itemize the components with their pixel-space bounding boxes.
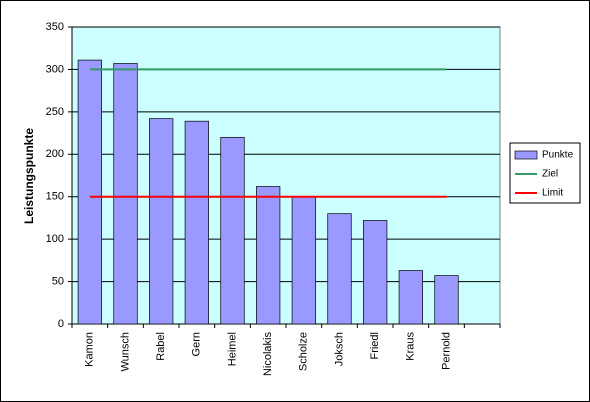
y-tick-label: 200	[46, 148, 64, 160]
bar	[220, 136, 245, 325]
legend-label: Ziel	[542, 169, 558, 180]
bar	[363, 220, 388, 325]
x-tick-label: Kraus	[405, 332, 417, 361]
y-tick-label: 50	[52, 275, 64, 287]
bar	[434, 275, 459, 325]
y-tick-label: 0	[58, 318, 64, 330]
legend-swatch	[514, 150, 538, 160]
x-tick-label: Wunsch	[119, 332, 131, 372]
plot-area	[71, 26, 501, 325]
bar	[398, 270, 423, 325]
legend-label: Limit	[542, 188, 563, 199]
bar	[77, 59, 102, 325]
bar	[256, 186, 281, 325]
x-tick-label: Joksch	[333, 332, 345, 366]
x-tick-label: Gern	[191, 332, 203, 356]
y-tick-label: 250	[46, 106, 64, 118]
x-tick-label: Rabel	[155, 332, 167, 361]
x-tick-label: Nicolakis	[262, 332, 274, 377]
bar	[113, 63, 138, 325]
x-tick-label: Heimel	[226, 332, 238, 366]
bar	[291, 196, 316, 325]
y-tick-label: 300	[46, 63, 64, 75]
bar	[184, 120, 209, 325]
y-axis-title: Leistungspunkte	[22, 128, 36, 224]
y-tick-label: 100	[46, 233, 64, 245]
bar	[327, 213, 352, 325]
y-tick-label: 150	[46, 191, 64, 203]
legend-label: Punkte	[542, 150, 574, 161]
y-tick-label: 350	[46, 21, 64, 33]
x-tick-label: Kamon	[84, 332, 96, 367]
bar	[149, 118, 174, 325]
x-tick-label: Scholze	[298, 332, 310, 371]
x-tick-label: Pernold	[440, 332, 452, 370]
x-tick-label: Friedl	[369, 332, 381, 360]
